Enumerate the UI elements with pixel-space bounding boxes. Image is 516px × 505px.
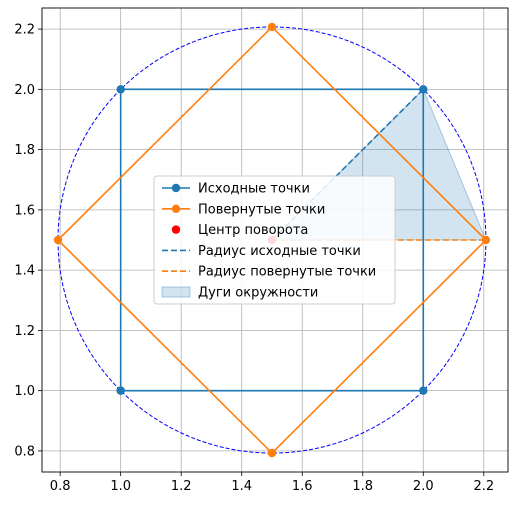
legend: Исходные точки Повернутые точки Центр пово… [153,175,396,305]
legend-label: Центр поворота [198,223,308,238]
x-tick-label: 1.0 [110,479,131,494]
legend-handle-marker [171,204,181,213]
y-tick-label: 2.2 [14,23,35,38]
x-tick-label: 2.0 [413,479,434,494]
series-1-point [267,448,277,458]
series-0-point [116,386,125,395]
y-tick-label: 1.4 [14,264,35,279]
x-tick-label: 2.2 [473,479,494,494]
y-tick-label: 0.8 [14,444,35,459]
series-1-point [267,22,277,32]
x-tick-label: 1.6 [292,479,313,494]
y-tick-label: 1.8 [14,143,35,158]
legend-label: Дуги окружности [198,286,318,301]
series-1-point [481,235,491,245]
y-tick-label: 1.2 [14,324,35,339]
series-0-point [116,85,125,94]
y-tick-label: 2.0 [14,83,35,98]
y-tick-label: 1.0 [14,384,35,399]
legend-label: Исходные точки [198,182,310,197]
x-tick-label: 1.2 [171,479,192,494]
x-tick-label: 1.8 [352,479,373,494]
series-0-point [419,85,428,94]
legend-handle-marker [171,183,181,193]
legend-handle-patch [161,286,191,298]
legend-label: Радиус исходные точки [198,244,361,259]
axes-frame [41,7,509,473]
legend-label: Повернутые точки [198,202,325,217]
legend-box [153,175,396,305]
series-0-point [419,386,428,395]
legend-label: Радиус повернутые точки [198,265,376,280]
series-1-point [53,235,63,245]
x-tick-label: 1.4 [231,479,252,494]
y-tick-label: 1.6 [14,203,35,218]
legend-handle-marker [171,225,181,234]
x-tick-label: 0.8 [50,479,71,494]
